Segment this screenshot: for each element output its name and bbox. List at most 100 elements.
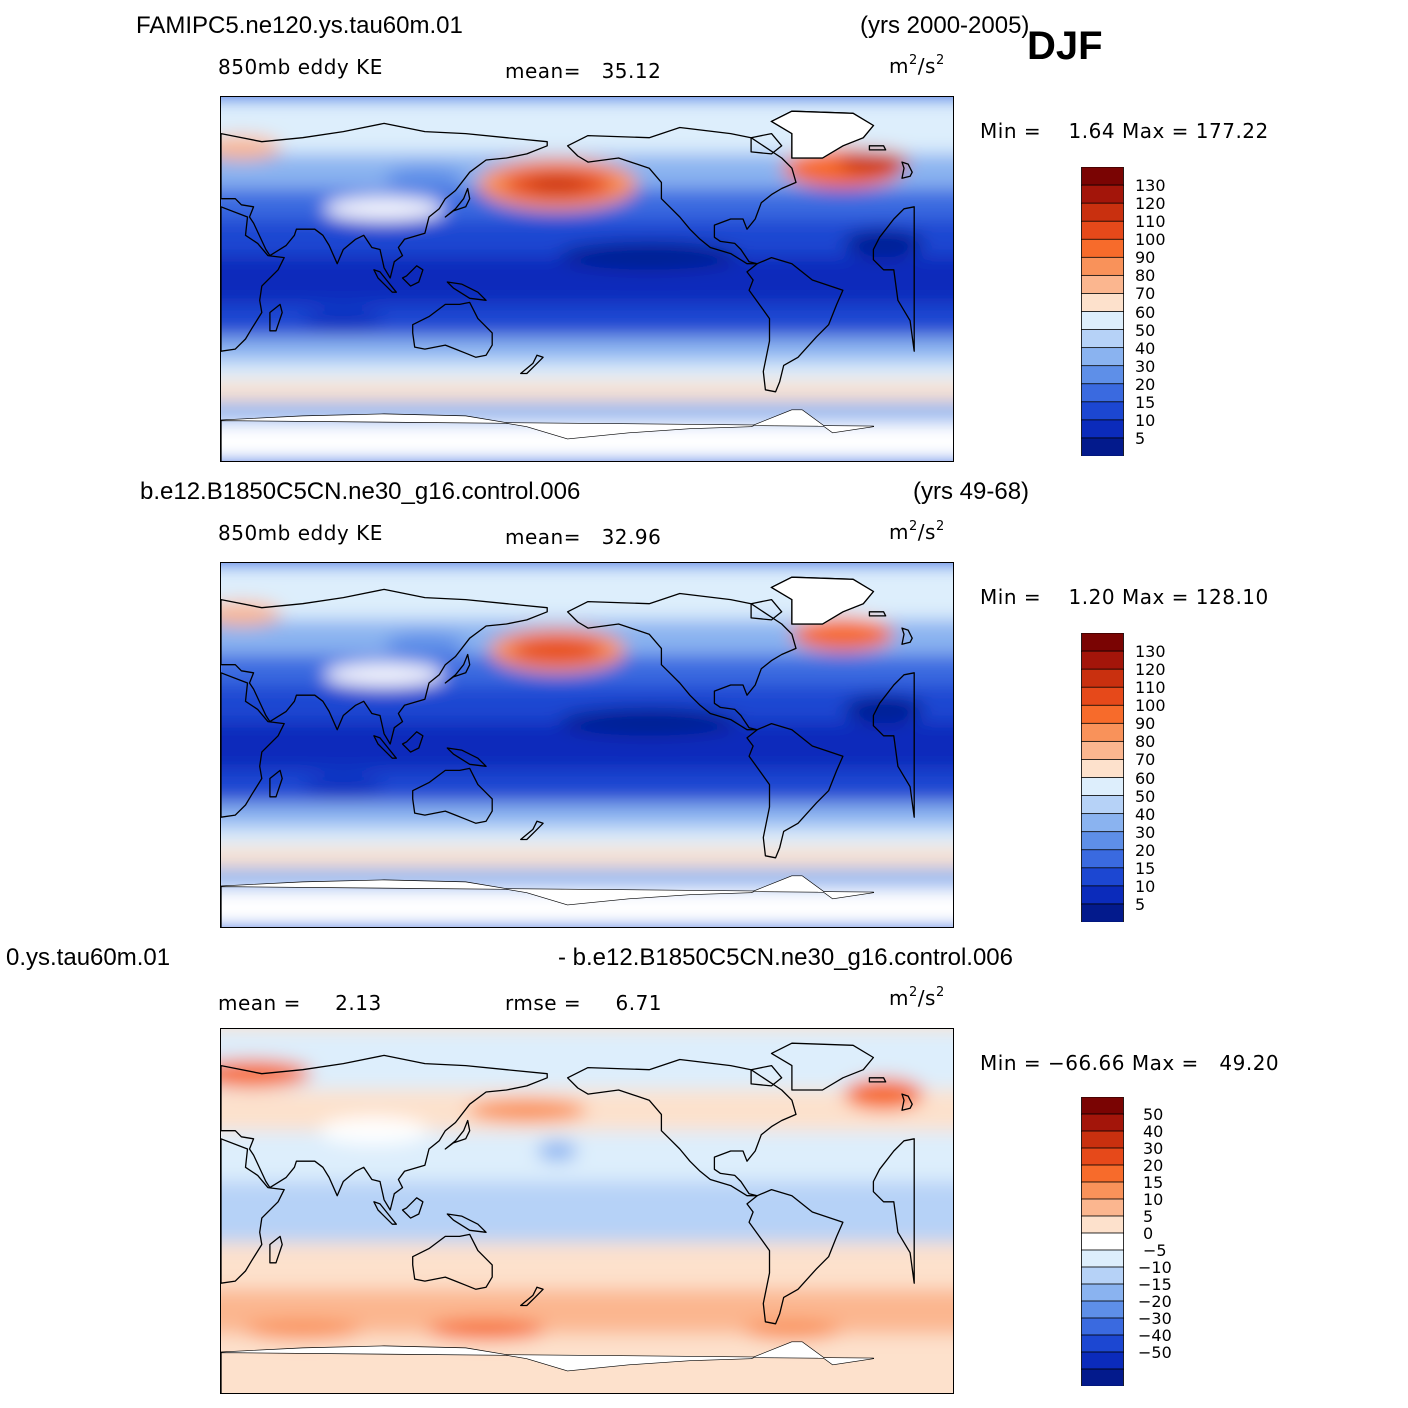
- min-label: Min =: [980, 585, 1042, 609]
- field-contour: [303, 774, 384, 799]
- colorbar-swatch: [1081, 1198, 1124, 1217]
- panel3-mean: mean = 2.13: [218, 991, 382, 1015]
- colorbar-swatch: [1081, 740, 1124, 761]
- min-label: Min =: [980, 1051, 1042, 1075]
- panel2-mean: mean= 32.96: [505, 525, 661, 549]
- colorbar-swatch: [1081, 686, 1124, 706]
- max-label: Max =: [1121, 119, 1189, 143]
- field-layer: [221, 97, 953, 461]
- panel1-map: [220, 96, 954, 462]
- colorbar-tick-label: 90: [1135, 714, 1156, 734]
- field-contour: [466, 1098, 587, 1123]
- antarctica-mask: [221, 1342, 874, 1393]
- colorbar-swatch: [1081, 1215, 1124, 1234]
- colorbar-tick-label: 70: [1135, 284, 1156, 304]
- field-contour: [426, 1319, 547, 1340]
- field-contour: [303, 308, 384, 333]
- max-label: Max =: [1131, 1051, 1199, 1075]
- field-band: [221, 1181, 953, 1243]
- colorbar-tick-label: 20: [1135, 840, 1156, 860]
- field-contour: [384, 166, 465, 191]
- coastline-sumatra: [373, 1201, 397, 1225]
- colorbar-tick-label: −20: [1138, 1292, 1172, 1311]
- colorbar-swatch: [1081, 437, 1124, 456]
- colorbar-swatch: [1081, 849, 1124, 869]
- colorbar-tick-label: 40: [1135, 804, 1156, 824]
- colorbar-swatch: [1081, 704, 1124, 725]
- field-contour: [510, 637, 605, 664]
- colorbar-swatch: [1081, 1266, 1124, 1285]
- colorbar-tick-label: 120: [1135, 194, 1166, 214]
- colorbar-swatch: [1081, 1300, 1124, 1319]
- coastline-japan: [444, 187, 471, 218]
- colorbar-swatch: [1081, 668, 1124, 688]
- field-contour: [242, 1319, 363, 1340]
- panel3-units: m2/s2: [889, 986, 945, 1010]
- coastline-sumatra: [373, 735, 397, 759]
- colorbar-tick-label: 40: [1143, 1122, 1164, 1141]
- colorbar-tick-label: 50: [1135, 786, 1156, 806]
- colorbar-swatch: [1081, 1317, 1124, 1336]
- coastline-newguinea: [446, 747, 487, 767]
- field-contour: [843, 695, 924, 724]
- panel1-minmax: Min = 1.64 Max = 177.22: [980, 119, 1269, 143]
- coastline-newguinea: [446, 281, 487, 301]
- panel3-minmax: Min = −66.66 Max = 49.20: [980, 1051, 1279, 1075]
- colorbar-swatch: [1081, 274, 1124, 295]
- colorbar-tick-label: −5: [1143, 1241, 1167, 1260]
- coastline-southamerica: [746, 722, 844, 859]
- coastline-japan: [444, 1119, 471, 1150]
- colorbar-tick-label: 10: [1135, 410, 1156, 430]
- units-exponent: 2: [935, 985, 945, 1000]
- field-contour: [384, 632, 465, 657]
- panel3-mean-label: mean =: [218, 991, 301, 1015]
- panel1-mean-label: mean=: [505, 59, 581, 83]
- colorbar-tick-label: 60: [1135, 768, 1156, 788]
- field-layer: [221, 563, 953, 927]
- field-band: [221, 802, 953, 828]
- coastline-australia: [412, 301, 493, 358]
- colorbar-swatch: [1081, 633, 1124, 652]
- panel3-map: [220, 1028, 954, 1394]
- panel3-rmse-label: rmse =: [505, 991, 582, 1015]
- coastline-westafrica: [872, 206, 915, 352]
- coastline-iceland: [868, 145, 887, 151]
- coastline-eurasia: [221, 588, 548, 745]
- panel3-rmse-value: 6.71: [615, 991, 663, 1015]
- colorbar-tick-label: 5: [1143, 1207, 1154, 1226]
- colorbar-tick-label: 130: [1135, 176, 1166, 196]
- colorbar-swatch: [1081, 311, 1124, 331]
- colorbar-tick-label: 30: [1135, 822, 1156, 842]
- coastlines: [221, 1042, 915, 1393]
- panel3-case-right: - b.e12.B1850C5CN.ne30_g16.control.006: [558, 944, 1013, 971]
- colorbar-tick-label: 5: [1135, 894, 1146, 914]
- coastline-nz: [520, 354, 544, 375]
- field-contour: [324, 662, 445, 687]
- coastline-antarctica: [221, 1341, 875, 1393]
- coastline-australia: [412, 767, 493, 824]
- colorbar-swatch: [1081, 1097, 1124, 1115]
- colorbar-swatch: [1081, 1283, 1124, 1302]
- units-exponent: 2: [935, 519, 945, 534]
- colorbar-swatch: [1081, 383, 1124, 403]
- colorbar-tick-label: 80: [1135, 732, 1156, 752]
- panel3-case-left: 0.ys.tau60m.01: [6, 944, 171, 971]
- colorbar-tick-label: −15: [1138, 1275, 1172, 1294]
- colorbar-swatch: [1081, 419, 1124, 439]
- field-band: [221, 1242, 953, 1290]
- panel1-units: m2/s2: [889, 54, 945, 78]
- coastline-eurasia: [221, 122, 548, 279]
- units-base: m: [889, 986, 909, 1010]
- max-value: 177.22: [1195, 119, 1269, 143]
- coastline-britain: [901, 1093, 913, 1111]
- coastline-borneo: [401, 265, 424, 287]
- coastline-sumatra: [373, 269, 397, 293]
- units-exponent: 2: [935, 53, 945, 68]
- colorbar-tick-label: 15: [1135, 858, 1156, 878]
- colorbar-tick-label: 10: [1135, 876, 1156, 896]
- colorbar-tick-label: 120: [1135, 660, 1166, 680]
- colorbar-tick-label: 100: [1135, 230, 1166, 250]
- units-base: m: [889, 54, 909, 78]
- colorbar-tick-label: 20: [1143, 1156, 1164, 1175]
- panel2-minmax: Min = 1.20 Max = 128.10: [980, 585, 1269, 609]
